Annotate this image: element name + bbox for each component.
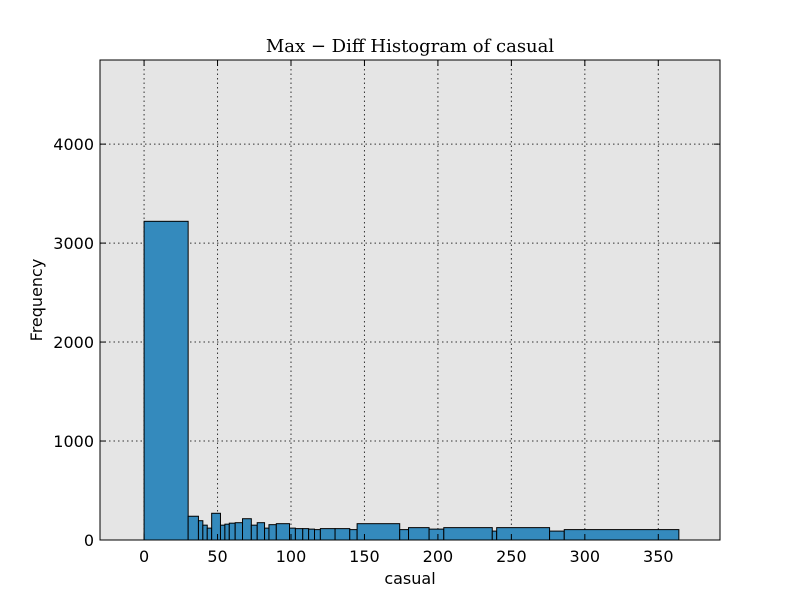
histogram-bar <box>356 523 401 541</box>
histogram-bar <box>549 530 565 541</box>
histogram-bar <box>563 529 680 541</box>
histogram-bar <box>224 523 230 541</box>
histogram-bar <box>428 528 445 541</box>
histogram-bar <box>334 528 351 541</box>
histogram-bar <box>314 529 321 541</box>
x-tick-label: 200 <box>423 547 454 566</box>
bar-layer <box>143 220 680 541</box>
x-tick-label: 250 <box>496 547 527 566</box>
y-tick-label: 1000 <box>53 432 94 451</box>
histogram-bar <box>256 522 266 541</box>
x-tick-label: 350 <box>643 547 674 566</box>
x-tick-label: 0 <box>139 547 149 566</box>
x-tick-label: 100 <box>276 547 307 566</box>
histogram-bar <box>202 524 208 541</box>
histogram-bar <box>268 524 277 541</box>
y-axis-label: Frequency <box>27 259 46 342</box>
histogram-bar <box>496 527 551 541</box>
histogram-bar <box>143 220 189 541</box>
histogram-bar <box>228 522 236 541</box>
y-tick-label: 0 <box>84 531 94 550</box>
plot-background <box>100 60 720 540</box>
histogram-bar <box>275 523 291 541</box>
histogram-bar <box>408 527 430 541</box>
plot-frame <box>99 59 721 541</box>
histogram-bar <box>302 528 310 541</box>
histogram-bar <box>264 527 270 541</box>
histogram-bar <box>219 524 226 541</box>
y-tick-label: 2000 <box>53 333 94 352</box>
histogram-bar <box>443 527 493 541</box>
histogram-bar <box>289 527 296 541</box>
histogram-bar <box>211 512 221 541</box>
histogram-bar <box>206 527 213 541</box>
histogram-bar <box>491 530 498 541</box>
tick-layer: 0 50 100 150 200 250 300 350 0 1000 2000 3000 4000 <box>53 60 720 566</box>
x-tick-label: 150 <box>349 547 380 566</box>
x-tick-label: 300 <box>570 547 601 566</box>
histogram-bar <box>242 518 252 541</box>
x-tick-label: 50 <box>207 547 227 566</box>
x-axis-label: casual <box>384 569 435 588</box>
histogram-bar <box>399 529 410 541</box>
histogram-bar <box>250 524 258 541</box>
histogram-bar <box>234 522 244 541</box>
histogram-bar <box>187 515 199 541</box>
chart-title: Max − Diff Histogram of casual <box>266 36 555 57</box>
histogram-bar <box>319 528 336 541</box>
y-tick-label: 3000 <box>53 234 94 253</box>
histogram-bar <box>349 529 358 541</box>
y-tick-label: 4000 <box>53 135 94 154</box>
histogram-bar <box>308 528 316 541</box>
histogram-bar <box>294 528 304 541</box>
histogram-bar <box>197 520 204 541</box>
